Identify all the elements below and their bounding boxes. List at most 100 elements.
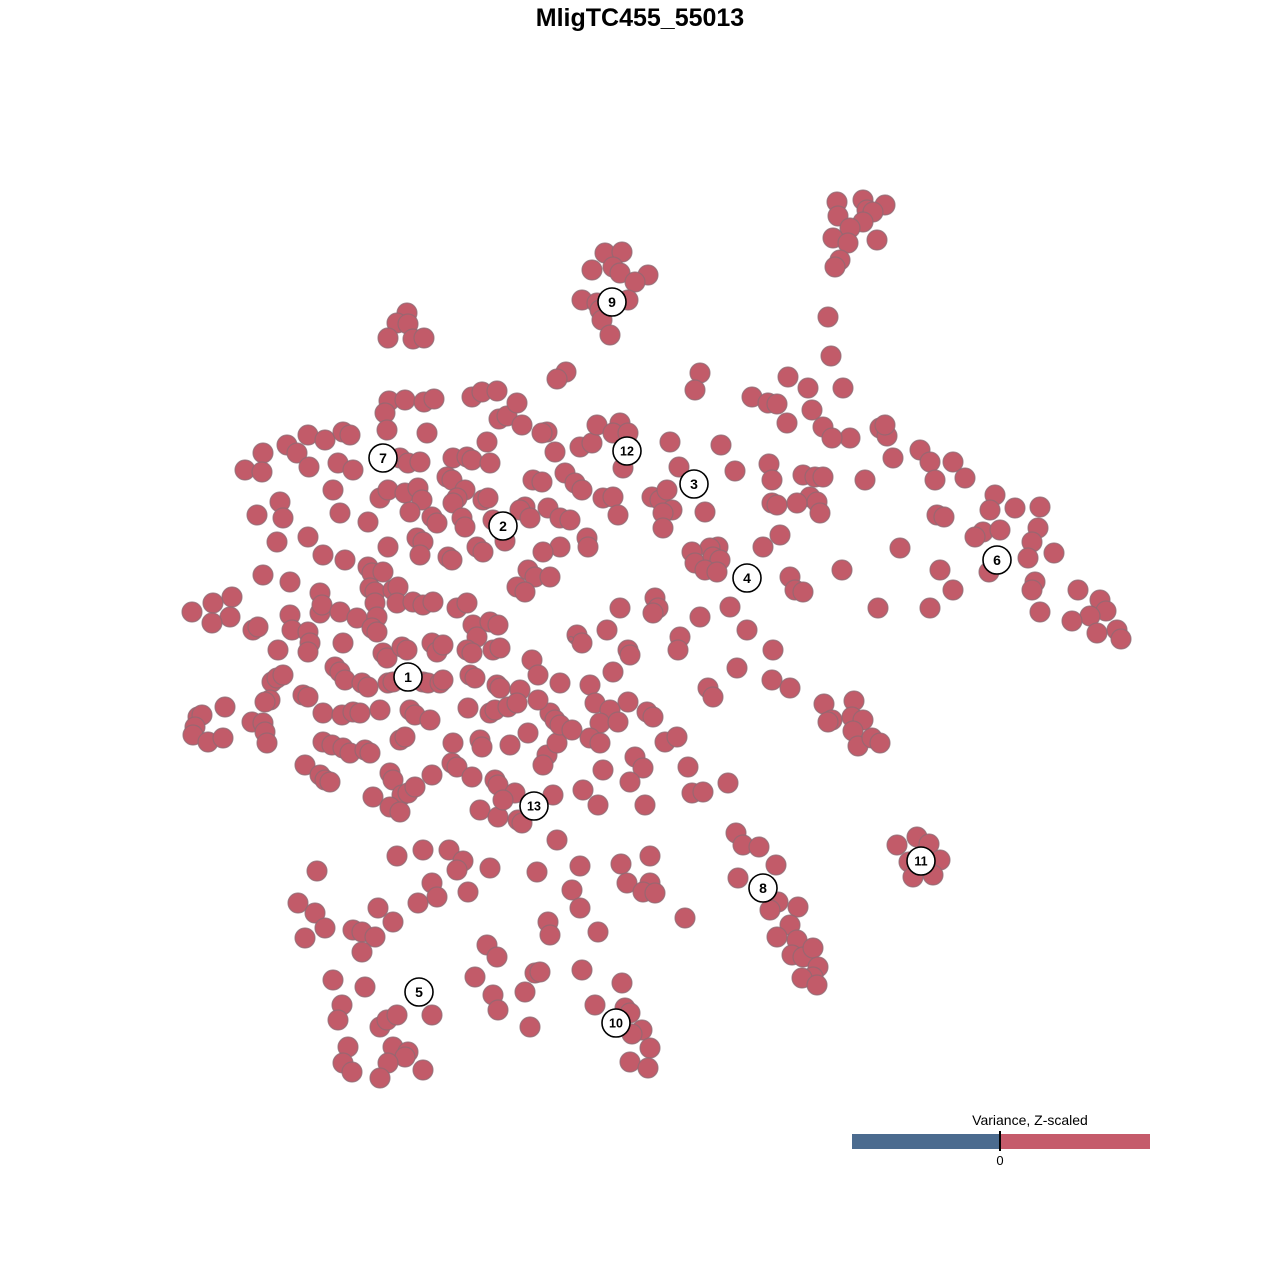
cluster-label-circle [601, 1008, 631, 1038]
data-point [322, 479, 344, 501]
cluster-label-1: 1 [393, 662, 423, 692]
data-point [332, 632, 354, 654]
cluster-label-3: 3 [679, 469, 709, 499]
data-point [306, 860, 328, 882]
data-point [461, 449, 483, 471]
data-point [246, 504, 268, 526]
cluster-label-circle [368, 443, 398, 473]
data-point [357, 511, 379, 533]
data-point [762, 639, 784, 661]
cluster-label-text: 1 [404, 669, 412, 685]
cluster-label-text: 6 [993, 552, 1001, 568]
data-point [761, 469, 783, 491]
data-point [396, 639, 418, 661]
cluster-label-2: 2 [488, 511, 518, 541]
data-point [461, 642, 483, 664]
data-point [394, 389, 416, 411]
data-point [617, 691, 639, 713]
data-point [706, 561, 728, 583]
cluster-label-circle [906, 846, 936, 876]
cluster-label-12: 12 [612, 436, 642, 466]
data-point [376, 419, 398, 441]
data-point [386, 1004, 408, 1026]
data-point [266, 531, 288, 553]
data-point [1061, 610, 1083, 632]
data-point [334, 549, 356, 571]
data-point [479, 452, 501, 474]
data-point [837, 232, 859, 254]
data-point [286, 442, 308, 464]
data-point [748, 836, 770, 858]
data-point [477, 487, 499, 509]
data-point [201, 612, 223, 634]
data-point [824, 256, 846, 278]
cluster-label-circle [748, 873, 778, 903]
data-point [607, 711, 629, 733]
data-point [329, 502, 351, 524]
data-point [279, 571, 301, 593]
cluster-label-5: 5 [404, 977, 434, 1007]
data-point [776, 412, 798, 434]
data-point [719, 596, 741, 618]
data-point [831, 559, 853, 581]
data-point [409, 544, 431, 566]
data-point [219, 606, 241, 628]
cluster-label-11: 11 [906, 846, 936, 876]
data-point [539, 924, 561, 946]
data-point [779, 677, 801, 699]
data-point [652, 517, 674, 539]
cluster-label-circle [982, 545, 1012, 575]
data-point [549, 672, 571, 694]
data-point [357, 676, 379, 698]
data-point [314, 917, 336, 939]
data-point [426, 886, 448, 908]
data-point [341, 1061, 363, 1083]
data-point [602, 661, 624, 683]
data-point [519, 1016, 541, 1038]
data-point [489, 637, 511, 659]
data-point [367, 897, 389, 919]
data-point [1067, 579, 1089, 601]
data-point [817, 306, 839, 328]
data-point [599, 324, 621, 346]
data-point [609, 597, 631, 619]
cluster-label-13: 13 [519, 791, 549, 821]
data-point [979, 499, 1001, 521]
data-point [377, 327, 399, 349]
data-point [797, 377, 819, 399]
data-point [1086, 622, 1108, 644]
data-point [251, 461, 273, 483]
data-point [247, 616, 269, 638]
data-point [422, 591, 444, 613]
data-point [314, 429, 336, 451]
data-point [382, 911, 404, 933]
data-point [413, 327, 435, 349]
data-point [349, 702, 371, 724]
data-point [322, 969, 344, 991]
data-point [752, 536, 774, 558]
data-point [674, 907, 696, 929]
data-point [919, 451, 941, 473]
data-point [531, 471, 553, 493]
data-point [634, 794, 656, 816]
data-point [526, 861, 548, 883]
cluster-label-circle [597, 287, 627, 317]
cluster-label-10: 10 [601, 1008, 631, 1038]
data-point [377, 536, 399, 558]
data-point [479, 857, 501, 879]
data-point [589, 732, 611, 754]
data-point [801, 399, 823, 421]
data-point [809, 502, 831, 524]
cluster-label-6: 6 [982, 545, 1012, 575]
data-point [412, 1059, 434, 1081]
data-point [736, 619, 758, 641]
data-point [1110, 628, 1132, 650]
data-point [423, 388, 445, 410]
data-point [761, 669, 783, 691]
data-point [457, 697, 479, 719]
data-point [256, 732, 278, 754]
data-point [702, 686, 724, 708]
data-point [527, 664, 549, 686]
cluster-label-text: 10 [609, 1017, 623, 1031]
